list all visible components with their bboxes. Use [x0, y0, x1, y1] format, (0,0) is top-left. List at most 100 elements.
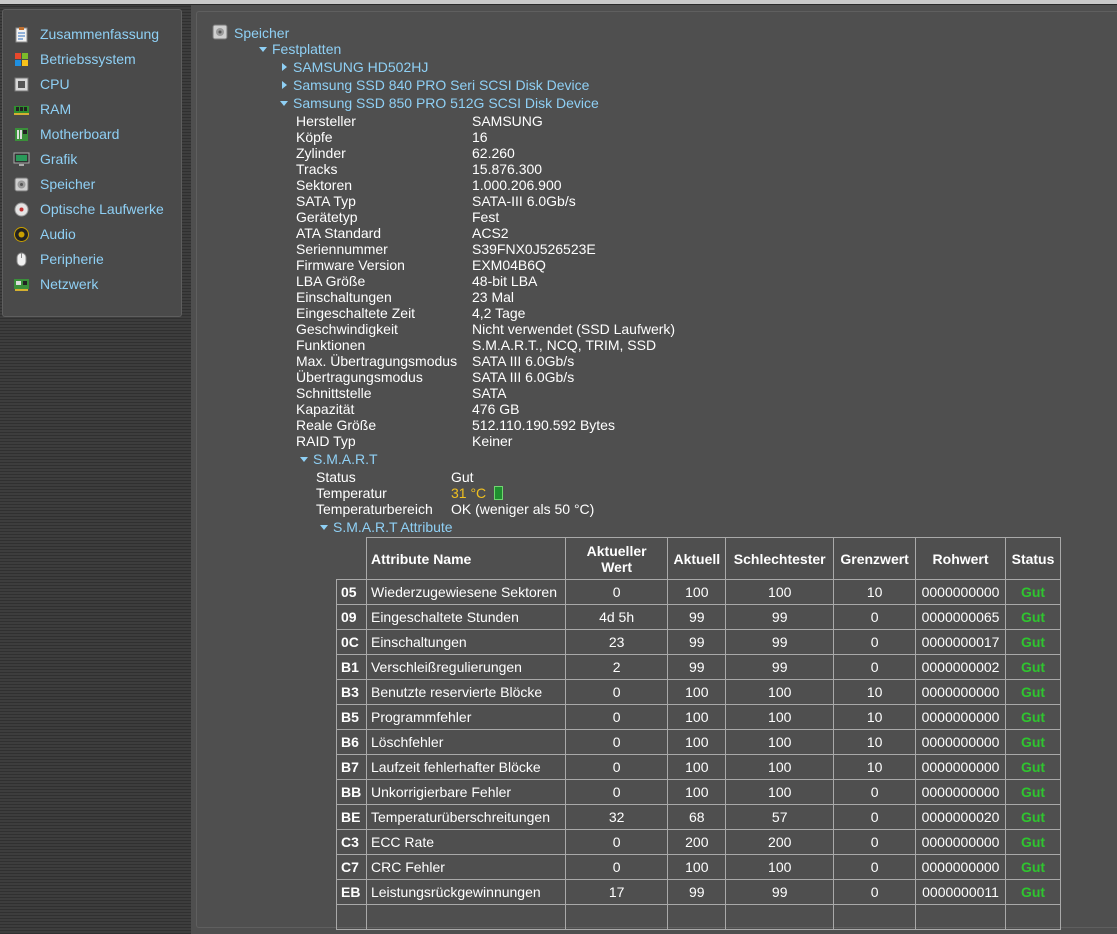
sidebar-item-label: Betriebssystem: [40, 51, 136, 67]
property-value: 476 GB: [472, 401, 520, 417]
property-key: RAID Typ: [296, 433, 356, 449]
attribute-value: 2: [564, 654, 669, 680]
property-value: SATA III 6.0Gb/s: [472, 353, 575, 369]
attribute-name: Leistungsrückgewinnungen: [365, 879, 566, 905]
attribute-status: Gut: [1005, 579, 1061, 605]
tree-group-label: Festplatten: [272, 41, 342, 57]
property-value: S.M.A.R.T., NCQ, TRIM, SSD: [472, 337, 657, 353]
tree-disk-0[interactable]: SAMSUNG HD502HJ: [282, 58, 428, 76]
column-header-current: Aktuell: [667, 537, 727, 580]
attribute-worst: 100: [725, 579, 835, 605]
attribute-name: ECC Rate: [365, 829, 566, 855]
attribute-name: Temperaturüberschreitungen: [365, 804, 566, 830]
column-header-worst: Schlechtester: [725, 537, 835, 580]
chevron-right-icon: [282, 63, 287, 72]
attribute-current: 100: [667, 704, 727, 730]
attribute-current: 100: [667, 679, 727, 705]
smart-attributes-table: Attribute Name Aktueller Wert Aktuell Sc…: [336, 537, 1061, 930]
table-row[interactable]: C3 ECC Rate 0 200 200 0 0000000000 Gut: [336, 829, 1061, 855]
empty-cell: [336, 904, 367, 930]
table-row[interactable]: B3 Benutzte reservierte Blöcke 0 100 100 10 00…: [336, 679, 1061, 705]
table-row[interactable]: 09 Eingeschaltete Stunden 4d 5h 99 99 0 000000…: [336, 604, 1061, 630]
sidebar-item-grafik[interactable]: Grafik: [13, 149, 77, 169]
attribute-value: 17: [564, 879, 669, 905]
sidebar-item-betriebssystem[interactable]: Betriebssystem: [13, 49, 136, 69]
property-key: Eingeschaltete Zeit: [296, 305, 416, 321]
motherboard-icon: [13, 126, 30, 143]
sidebar-item-optische-laufwerke[interactable]: Optische Laufwerke: [13, 199, 164, 219]
attribute-raw: 0000000017: [915, 629, 1007, 655]
sidebar-item-label: Zusammenfassung: [40, 26, 160, 42]
attribute-worst: 99: [725, 629, 835, 655]
smart-range-value: OK (weniger als 50 °C): [451, 501, 595, 517]
sidebar-item-cpu[interactable]: CPU: [13, 74, 70, 94]
property-value: 512.110.190.592 Bytes: [472, 417, 615, 433]
attribute-raw: 0000000000: [915, 779, 1007, 805]
sidebar-item-audio[interactable]: Audio: [13, 224, 76, 244]
hard-disk-icon: [13, 176, 30, 193]
table-row[interactable]: C7 CRC Fehler 0 100 100 0 0000000000 Gut: [336, 854, 1061, 880]
temperature-indicator-icon: [494, 486, 504, 501]
sidebar-item-zusammenfassung[interactable]: Zusammenfassung: [13, 24, 159, 44]
sidebar-background: [0, 5, 191, 934]
attribute-status: Gut: [1005, 679, 1061, 705]
property-value: 16: [472, 129, 488, 145]
tree-group-festplatten[interactable]: Festplatten: [259, 40, 341, 58]
empty-cell: [667, 904, 727, 930]
attribute-current: 100: [667, 854, 727, 880]
table-row[interactable]: B5 Programmfehler 0 100 100 10 0000000000 Gut: [336, 704, 1061, 730]
table-row[interactable]: B6 Löschfehler 0 100 100 10 0000000000 Gut: [336, 729, 1061, 755]
table-row[interactable]: B1 Verschleißregulierungen 2 99 99 0 000000000…: [336, 654, 1061, 680]
attribute-threshold: 0: [833, 804, 917, 830]
attribute-status: Gut: [1005, 729, 1061, 755]
attribute-worst: 57: [725, 804, 835, 830]
sidebar-item-label: RAM: [40, 101, 72, 117]
attribute-current: 100: [667, 579, 727, 605]
attribute-current: 200: [667, 829, 727, 855]
table-row[interactable]: BE Temperaturüberschreitungen 32 68 57 0 00000…: [336, 804, 1061, 830]
smart-label: S.M.A.R.T: [313, 451, 378, 467]
tree-disk-2[interactable]: Samsung SSD 850 PRO 512G SCSI Disk Devic…: [280, 94, 599, 112]
column-header-name: Attribute Name: [365, 537, 566, 580]
attribute-code: C7: [336, 854, 367, 880]
property-value: 48-bit LBA: [472, 273, 538, 289]
tree-disk-label: Samsung SSD 840 PRO Seri SCSI Disk Devic…: [293, 77, 590, 93]
property-key: Köpfe: [296, 129, 333, 145]
attribute-status: Gut: [1005, 879, 1061, 905]
attribute-current: 68: [667, 804, 727, 830]
sidebar-item-ram[interactable]: RAM: [13, 99, 71, 119]
attribute-raw: 0000000000: [915, 729, 1007, 755]
attribute-value: 4d 5h: [564, 604, 669, 630]
attribute-threshold: 0: [833, 629, 917, 655]
attribute-value: 0: [564, 729, 669, 755]
column-header-threshold: Grenzwert: [833, 537, 917, 580]
attribute-status: Gut: [1005, 779, 1061, 805]
table-row[interactable]: 0C Einschaltungen 23 99 99 0 0000000017 Gut: [336, 629, 1061, 655]
attribute-status: Gut: [1005, 629, 1061, 655]
sidebar-item-label: Grafik: [40, 151, 78, 167]
cpu-chip-icon: [13, 76, 30, 93]
sidebar-item-speicher[interactable]: Speicher: [13, 174, 95, 194]
tree-disk-1[interactable]: Samsung SSD 840 PRO Seri SCSI Disk Devic…: [282, 76, 589, 94]
attribute-threshold: 10: [833, 729, 917, 755]
table-row[interactable]: BB Unkorrigierbare Fehler 0 100 100 0 00000000…: [336, 779, 1061, 805]
attribute-raw: 0000000000: [915, 754, 1007, 780]
table-row[interactable]: B7 Laufzeit fehlerhafter Blöcke 0 100 100 10 0…: [336, 754, 1061, 780]
smart-status-key: Status: [316, 469, 356, 485]
table-row[interactable]: EB Leistungsrückgewinnungen 17 99 99 0 0000000…: [336, 879, 1061, 905]
attribute-value: 0: [564, 679, 669, 705]
tree-disk-label: Samsung SSD 850 PRO 512G SCSI Disk Devic…: [293, 95, 599, 111]
attribute-worst: 99: [725, 654, 835, 680]
table-row[interactable]: 05 Wiederzugewiesene Sektoren 0 100 100 10 000…: [336, 579, 1061, 605]
tree-smart-attributes[interactable]: S.M.A.R.T Attribute: [320, 518, 453, 536]
tree-smart[interactable]: S.M.A.R.T: [300, 450, 378, 468]
sidebar-item-motherboard[interactable]: Motherboard: [13, 124, 119, 144]
attribute-worst: 99: [725, 604, 835, 630]
tree-root-speicher[interactable]: Speicher: [212, 24, 289, 42]
attribute-name: Löschfehler: [365, 729, 566, 755]
attribute-raw: 0000000000: [915, 579, 1007, 605]
property-key: Max. Übertragungsmodus: [296, 353, 458, 369]
sidebar-item-peripherie[interactable]: Peripherie: [13, 249, 104, 269]
column-header-value: Aktueller Wert: [564, 537, 669, 580]
sidebar-item-netzwerk[interactable]: Netzwerk: [13, 274, 98, 294]
